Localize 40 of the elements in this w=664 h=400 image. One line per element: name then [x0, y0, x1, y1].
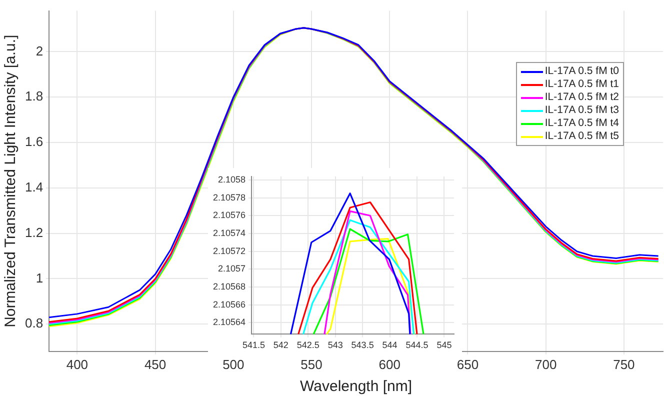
y-tick-label: 2.1057 [218, 264, 246, 274]
legend-label: IL-17A 0.5 fM t5 [544, 130, 619, 143]
x-tick-label: 544 [382, 340, 398, 350]
x-tick-label: 550 [300, 356, 322, 372]
x-tick-label: 542.5 [296, 340, 320, 350]
x-axis-title: Wavelength [nm] [300, 378, 412, 396]
x-tick-label: 544.5 [406, 340, 428, 350]
x-tick-label: 542 [273, 340, 288, 350]
y-tick-label: 2.10564 [212, 317, 246, 328]
y-axis-title: Normalized Transmitted Light Intensity [a.u.] [2, 34, 20, 328]
y-tick-label: 2.10572 [212, 246, 246, 256]
y-tick-label: 1.4 [24, 179, 44, 194]
y-tick-label: 0.8 [24, 316, 44, 331]
legend-label: IL-17A 0.5 fM t1 [544, 78, 619, 91]
x-tick-label: 700 [534, 356, 557, 372]
x-tick-label: 400 [66, 356, 88, 372]
legend-label: IL-17A 0.5 fM t0 [544, 65, 619, 78]
x-tick-label: 543 [328, 340, 343, 350]
legend-label: IL-17A 0.5 fM t2 [544, 91, 619, 104]
y-tick-label: 1.8 [24, 88, 44, 104]
x-tick-label: 545 [436, 340, 452, 350]
y-tick-label: 1.2 [24, 224, 44, 240]
x-tick-label: 600 [378, 356, 400, 372]
legend-label: IL-17A 0.5 fM t3 [544, 104, 619, 117]
x-tick-label: 500 [222, 356, 244, 372]
y-tick-label: 1.6 [24, 134, 44, 150]
x-tick-label: 450 [144, 356, 166, 372]
y-tick-label: 2.10574 [212, 228, 246, 238]
y-tick-label: 2 [36, 43, 44, 58]
y-tick-label: 2.10576 [212, 210, 246, 220]
y-tick-label: 2.1058 [218, 174, 246, 184]
x-tick-label: 650 [456, 356, 479, 372]
x-tick-label: 543.5 [351, 340, 374, 350]
y-tick-label: 1 [36, 270, 44, 286]
x-tick-label: 750 [613, 356, 635, 372]
y-tick-label: 2.10566 [212, 299, 246, 310]
legend-label: IL-17A 0.5 fM t4 [544, 117, 619, 130]
y-tick-label: 2.10568 [212, 281, 246, 292]
x-tick-label: 541.5 [242, 340, 265, 350]
y-tick-label: 2.10578 [212, 192, 246, 202]
